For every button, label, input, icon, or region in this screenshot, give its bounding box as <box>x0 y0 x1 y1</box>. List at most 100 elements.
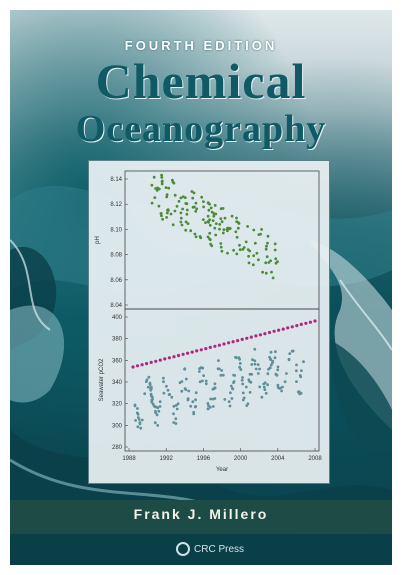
pco2-point <box>137 418 141 421</box>
ph-point <box>260 228 263 231</box>
ph-tick-label: 8.06 <box>110 278 122 284</box>
ph-point <box>210 210 214 214</box>
ph-point <box>214 233 218 237</box>
pco2-point <box>213 382 217 386</box>
pco2-point <box>263 388 267 391</box>
atmospheric-trend-point <box>277 328 281 332</box>
ph-point <box>194 210 198 213</box>
pco2-point <box>180 389 184 393</box>
ph-point <box>206 214 210 218</box>
pco2-point <box>276 383 280 387</box>
pco2-point <box>162 391 166 395</box>
ph-point <box>236 226 240 230</box>
publisher-logo: CRC Press <box>176 540 244 558</box>
ph-point <box>235 216 238 220</box>
pco2-point <box>234 355 237 359</box>
ph-point <box>184 228 188 232</box>
pco2-point <box>241 391 245 395</box>
title-line-2: Oceanography <box>75 108 327 150</box>
ph-point <box>214 222 218 225</box>
pco2-point <box>237 356 241 360</box>
pco2-point <box>266 372 270 376</box>
ph-point <box>167 186 171 190</box>
pco2-tick-label: 340 <box>112 380 123 386</box>
ph-point <box>251 263 255 267</box>
ph-point <box>152 175 156 179</box>
pco2-point <box>206 402 210 405</box>
title-line-1: Chemical <box>95 53 307 109</box>
pco2-point <box>229 384 233 388</box>
ph-point <box>169 212 173 216</box>
ph-point <box>234 230 238 234</box>
pco2-point <box>172 404 176 408</box>
ph-point <box>150 183 154 187</box>
ph-panel-frame <box>124 170 320 310</box>
pco2-point <box>143 392 147 396</box>
ph-point <box>179 216 183 220</box>
ph-point <box>274 257 278 261</box>
ph-point <box>200 195 204 199</box>
pco2-point <box>149 387 153 391</box>
pco2-point <box>162 380 165 384</box>
pco2-point <box>168 393 171 396</box>
ph-point <box>246 225 250 228</box>
pco2-point <box>248 372 252 376</box>
ph-point <box>171 223 175 227</box>
ph-point <box>273 248 277 252</box>
pco2-point <box>276 368 280 372</box>
ph-point <box>194 235 198 239</box>
pco2-point <box>136 425 140 429</box>
pco2-point <box>134 419 137 422</box>
pco2-point <box>238 362 242 365</box>
ph-point <box>253 241 257 245</box>
pco2-point <box>213 397 217 400</box>
ph-point <box>192 191 196 195</box>
ph-point <box>261 270 264 274</box>
pco2-point <box>232 373 236 377</box>
ph-point <box>157 204 161 208</box>
atmospheric-trend-point <box>286 326 290 330</box>
pco2-point <box>172 421 176 424</box>
ph-point <box>202 200 205 203</box>
pco2-point <box>288 352 292 355</box>
pco2-point <box>170 395 174 399</box>
pco2-point <box>191 400 195 404</box>
pco2-point <box>239 368 243 371</box>
pco2-point <box>241 382 245 386</box>
pco2-point <box>207 404 210 407</box>
pco2-point <box>302 360 305 364</box>
pco2-point <box>158 405 162 408</box>
pco2-point <box>208 405 212 409</box>
ph-point <box>212 214 216 218</box>
atmospheric-trend-point <box>154 359 158 363</box>
pco2-point <box>157 409 161 413</box>
pco2-point <box>251 358 254 361</box>
pco2-point <box>248 391 252 394</box>
ph-point <box>207 208 211 212</box>
atmospheric-trend-point <box>236 339 240 343</box>
x-tick-label: 1988 <box>122 456 136 462</box>
pco2-point <box>183 387 187 390</box>
pco2-point <box>254 367 258 371</box>
pco2-point <box>299 391 303 395</box>
pco2-point <box>274 350 277 354</box>
x-tick-label: 2008 <box>308 456 322 462</box>
ph-point <box>219 207 223 211</box>
pco2-point <box>228 404 232 408</box>
pco2-point <box>260 395 264 399</box>
pco2-point <box>220 369 224 372</box>
ph-point <box>266 234 270 238</box>
ph-point <box>194 201 198 205</box>
pco2-point <box>138 422 142 426</box>
pco2-point <box>271 361 274 365</box>
ph-point <box>193 205 196 209</box>
pco2-point <box>266 383 269 387</box>
pco2-point <box>172 412 175 416</box>
pco2-point <box>133 403 137 407</box>
ph-point <box>242 246 246 249</box>
pco2-point <box>242 396 246 400</box>
atmospheric-trend-point <box>299 322 303 326</box>
ph-point <box>257 233 261 236</box>
atmospheric-trend-point <box>195 349 199 353</box>
pco2-point <box>295 380 298 383</box>
